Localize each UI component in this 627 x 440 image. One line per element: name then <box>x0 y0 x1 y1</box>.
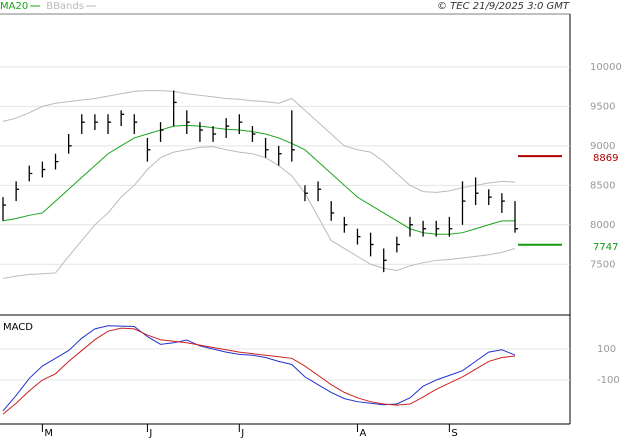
series-line <box>2 90 516 193</box>
y-tick-label: -100 <box>597 375 620 386</box>
series-line <box>2 146 516 279</box>
ref-label: 8869 <box>593 153 618 164</box>
legend-label: BBands <box>46 1 84 12</box>
y-tick-label: 10000 <box>590 62 622 73</box>
ref-label: 7747 <box>593 242 618 253</box>
y-tick-label: 9000 <box>590 141 615 152</box>
x-tick-label: J <box>148 428 152 439</box>
y-tick-label: 8500 <box>590 180 615 191</box>
x-tick-label: A <box>359 428 366 439</box>
panel-title: MACD <box>3 322 33 333</box>
x-tick-label: J <box>240 428 244 439</box>
y-tick-label: 100 <box>597 344 616 355</box>
series-line <box>2 327 516 415</box>
x-tick-label: S <box>451 428 457 439</box>
credit: © TEC 21/9/2025 3:0 GMT <box>437 1 570 12</box>
legend-label: MA20 <box>0 1 28 12</box>
y-tick-label: 9500 <box>590 101 615 112</box>
series-line <box>2 325 516 412</box>
y-tick-label: 8000 <box>590 220 615 231</box>
y-tick-label: 7500 <box>590 259 615 270</box>
series-line <box>2 124 515 235</box>
x-tick-label: M <box>44 428 53 439</box>
